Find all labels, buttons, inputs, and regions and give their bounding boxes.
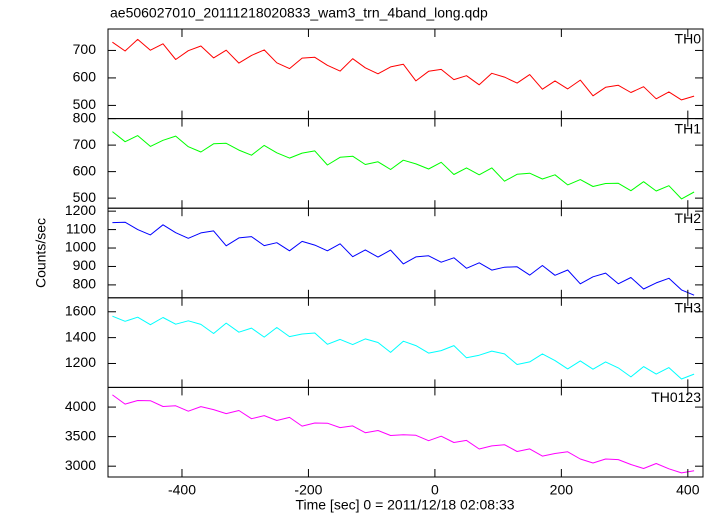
y-tick-label: 700	[73, 41, 97, 57]
y-tick-label: 1200	[65, 354, 96, 370]
panel-label: TH0123	[651, 389, 701, 405]
light-curve	[112, 315, 695, 380]
y-tick-label: 3000	[65, 457, 96, 473]
x-tick-label: -200	[294, 482, 322, 498]
y-tick-label: 800	[73, 276, 97, 292]
x-tick-label: -400	[168, 482, 196, 498]
panel-label: TH3	[675, 300, 702, 316]
panel-frame	[107, 118, 704, 209]
x-tick-label: 400	[676, 482, 700, 498]
x-axis-label: Time [sec] 0 = 2011/12/18 02:08:33	[295, 497, 514, 513]
y-tick-label: 600	[73, 69, 97, 85]
y-tick-label: 1200	[65, 202, 96, 218]
panel-label: TH1	[675, 120, 702, 136]
panel-frame	[107, 386, 704, 478]
light-curve	[112, 131, 695, 200]
chart-title: ae506027010_20111218020833_wam3_trn_4ban…	[110, 5, 488, 21]
y-tick-label: 800	[73, 109, 97, 125]
y-tick-label: 3500	[65, 427, 96, 443]
light-curve	[112, 394, 695, 474]
y-tick-label: 500	[73, 189, 97, 205]
x-tick-label: 0	[431, 482, 439, 498]
panel-frame	[107, 207, 704, 299]
y-tick-label: 1100	[66, 220, 96, 236]
y-axis-label: Counts/sec	[33, 218, 49, 288]
y-tick-label: 700	[73, 136, 97, 152]
light-curve	[112, 38, 695, 101]
y-tick-label: 1600	[65, 302, 96, 318]
y-tick-label: 600	[73, 162, 97, 178]
y-tick-label: 1000	[65, 239, 96, 255]
panel-label: TH2	[675, 210, 702, 226]
panel-frame	[107, 297, 704, 388]
y-tick-label: 500	[73, 96, 97, 112]
x-tick-label: 200	[550, 482, 574, 498]
y-tick-label: 900	[73, 257, 97, 273]
panel-frame	[107, 28, 704, 120]
panel-label: TH0	[675, 31, 702, 47]
light-curve	[112, 221, 695, 296]
y-tick-label: 1400	[65, 328, 96, 344]
y-tick-label: 4000	[65, 398, 96, 414]
